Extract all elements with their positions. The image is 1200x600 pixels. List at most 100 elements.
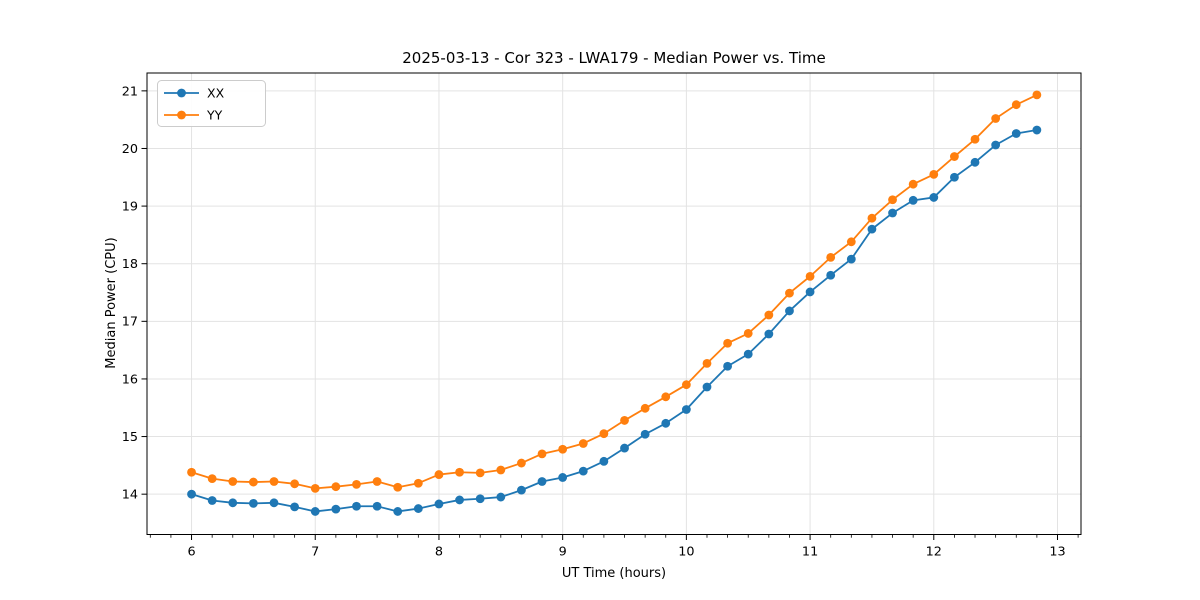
series-yy-marker [785,288,794,298]
series-xx-marker [743,349,753,359]
y-tick-label: 17 [122,315,138,330]
series-xx-marker [826,270,836,280]
series-yy-marker [393,482,403,492]
series-yy-marker [352,479,361,489]
legend-label-yy: YY [206,108,223,123]
plot-border [146,72,1082,535]
series-xx-marker [950,172,959,182]
series-xx-marker [805,287,815,297]
series-xx-marker [1011,129,1021,138]
series-xx-marker [681,405,691,414]
legend-swatch-marker-xx [177,88,186,98]
x-tick-label: 9 [559,545,567,560]
series-yy-marker [661,392,671,402]
series-yy-marker [723,338,732,348]
series-xx-marker [888,208,897,218]
series-xx-marker [1032,125,1042,135]
x-tick-label: 12 [926,545,942,560]
series-layer [187,90,1042,516]
series-yy-marker [991,114,1001,123]
series-xx-marker [970,157,980,167]
series-yy-marker [434,470,444,479]
series-xx-marker [578,466,588,476]
series-yy-marker [1032,90,1042,100]
grid-layer [147,73,1081,535]
series-yy-marker [805,271,815,281]
series-yy-marker [950,152,959,161]
series-xx-marker [764,329,774,339]
series-yy-marker [908,179,918,189]
series-yy-marker [269,477,279,486]
series-yy-marker [517,458,526,468]
series-yy-marker [970,134,980,144]
series-xx-marker [620,443,629,453]
series-yy-marker [578,439,588,448]
series-yy-marker [248,477,258,487]
x-tick-label: 7 [311,545,319,560]
series-xx-marker [723,361,732,371]
series-xx-marker [331,504,341,514]
series-xx-marker [248,498,258,508]
series-xx-marker [352,501,361,511]
series-yy-marker [537,449,547,459]
series-xx-marker [269,498,279,508]
series-yy-marker [681,380,691,390]
series-yy-marker [1011,100,1021,110]
series-xx-marker [537,477,547,486]
y-tick-label: 18 [122,257,138,272]
x-tick-label: 13 [1049,545,1065,560]
series-xx-marker [599,456,609,466]
y-tick-label: 21 [122,84,138,99]
x-axis-label: UT Time (hours) [562,566,666,581]
series-yy-marker [331,482,341,492]
legend: XX YY [157,80,266,127]
series-xx-marker [846,254,856,264]
series-xx-marker [496,492,506,502]
series-yy-marker [558,444,568,454]
series-yy-marker [372,477,382,486]
series-xx-marker [207,496,217,505]
series-yy-marker [867,213,877,223]
series-xx-marker [867,224,877,234]
x-tick-label: 10 [678,545,694,560]
series-xx-marker [991,140,1001,150]
series-yy-marker [620,416,629,425]
series-yy-marker [743,329,753,338]
series-xx-marker [455,495,464,505]
y-axis-label: Median Power (CPU) [104,237,119,368]
series-xx-marker [702,382,712,392]
series-yy-marker [207,474,217,484]
series-yy-marker [413,478,423,488]
series-yy-marker [187,467,196,477]
series-yy-marker [888,195,897,205]
series-yy-marker [496,465,506,475]
series-yy-marker [455,467,464,477]
y-tick-label: 14 [122,488,138,503]
y-tick-label: 19 [122,199,138,214]
series-yy-marker [599,429,609,439]
legend-swatch-marker-yy [177,110,186,120]
series-xx-marker [310,507,320,516]
series-yy-marker [290,479,300,489]
series-xx-marker [929,193,939,202]
series-xx-marker [434,499,444,509]
series-yy-marker [764,310,774,320]
y-tick-label: 16 [122,372,138,387]
series-xx-marker [785,306,794,316]
series-xx-marker [372,501,382,511]
series-xx-marker [393,507,403,516]
legend-label-xx: XX [207,86,225,101]
series-yy-marker [310,484,320,493]
y-tick-label: 15 [122,430,138,445]
y-tick-label: 20 [122,142,138,157]
series-xx-marker [187,489,196,499]
series-yy-marker [846,237,856,247]
series-xx-marker [661,418,671,428]
tick-layer: 6 7 8 9 10 11 12 13 14 15 16 17 18 19 20 21 [122,84,1079,560]
series-yy-line [190,93,1038,490]
series-xx-marker [908,195,918,205]
series-xx-marker [228,498,238,508]
series-yy-marker [826,252,836,262]
